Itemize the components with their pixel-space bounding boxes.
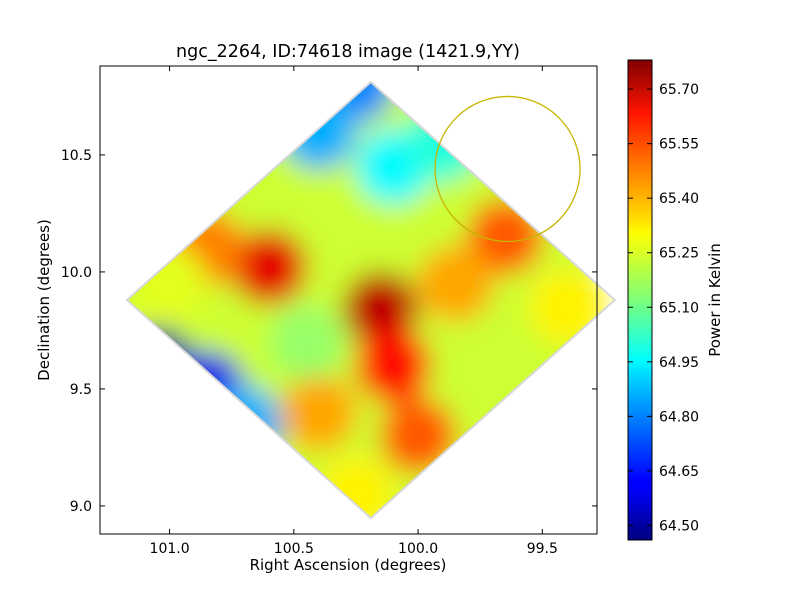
plot-area: 101.0 100.5 100.0 99.5 9.0 9.5 10.0 10.5: [61, 65, 617, 557]
colorbar-tick-label: 64.80: [659, 409, 699, 425]
map-footprint-edge: [125, 80, 617, 520]
chart-title: ngc_2264, ID:74618 image (1421.9,YY): [176, 42, 520, 62]
x-tick-label: 100.0: [398, 541, 438, 557]
y-tick-label: 10.5: [61, 148, 92, 164]
colorbar-label: Power in Kelvin: [706, 243, 724, 357]
colorbar-tick-label: 65.25: [659, 246, 699, 262]
annotations: [434, 95, 581, 243]
x-axis-ticks: 101.0 100.5 100.0 99.5: [150, 66, 558, 557]
x-tick-label: 101.0: [150, 541, 190, 557]
field-sample: [417, 245, 494, 322]
field-sample: [268, 304, 345, 381]
y-tick-label: 9.0: [70, 499, 92, 515]
x-axis-label: Right Ascension (degrees): [250, 556, 447, 574]
colorbar-tick-label: 65.40: [659, 191, 699, 207]
colorbar-tick-label: 64.50: [659, 518, 699, 534]
colorbar-frame: [627, 59, 653, 541]
y-axis-ticks: 9.0 9.5 10.0 10.5: [61, 148, 597, 515]
field-sample: [230, 229, 307, 306]
colorbar-tick-label: 65.55: [659, 137, 699, 153]
field-sample: [380, 397, 457, 474]
colorbar-tick-label: 64.65: [659, 464, 699, 480]
colorbar-tick-label: 65.10: [659, 300, 699, 316]
y-axis-label: Declination (degrees): [35, 219, 53, 381]
y-tick-label: 10.0: [61, 265, 92, 281]
field-sample: [280, 374, 357, 451]
x-tick-label: 100.5: [274, 541, 314, 557]
colorbar-tick-label: 64.95: [659, 355, 699, 371]
colorbar-tick-label: 65.70: [659, 82, 699, 98]
annotation-circle: [434, 95, 581, 243]
colorbar-gradient: [628, 60, 652, 540]
colorbar-ticks: 64.50 64.65 64.80 64.95 65.10 65.25 65.40 65.55…: [628, 82, 699, 534]
y-tick-label: 9.5: [70, 382, 92, 398]
colorbar: 64.50 64.65 64.80 64.95 65.10 65.25 65.40 65.55…: [627, 59, 724, 541]
field-sample: [355, 327, 432, 404]
x-tick-label: 99.5: [527, 541, 558, 557]
plot-frame: [99, 65, 598, 535]
